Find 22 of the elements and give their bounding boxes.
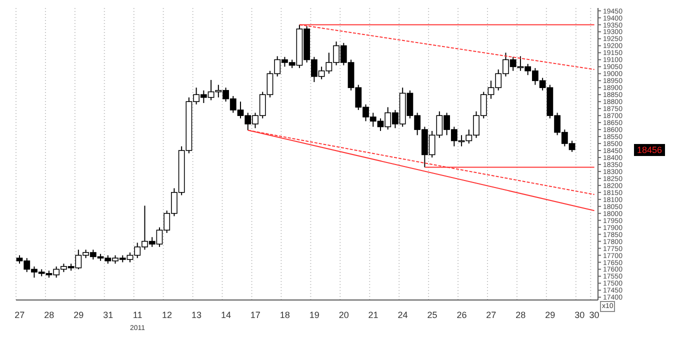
x-tick-label: 31 xyxy=(103,310,114,320)
x-tick-label: 27 xyxy=(486,310,496,320)
x-tick-label: 30 xyxy=(574,310,585,320)
x-tick-label: 24 xyxy=(398,310,408,320)
x-tick-label: 28 xyxy=(44,310,54,320)
x-tick-label: 28 xyxy=(516,310,526,320)
x-tick-label: 19 xyxy=(309,310,320,320)
x-tick-label: 25 xyxy=(427,310,438,320)
x-tick-label: 30 xyxy=(589,310,600,320)
x-tick-label: 17 xyxy=(250,310,260,320)
x-tick-label: 27 xyxy=(14,310,25,320)
x-tick-label: 29 xyxy=(74,310,84,320)
x-tick-label: 11 xyxy=(132,310,142,320)
x-tick-label: 12 xyxy=(162,310,172,320)
x-tick-label: 26 xyxy=(456,310,467,320)
text: 18456 xyxy=(634,144,666,156)
x-tick-label: 20 xyxy=(338,310,349,320)
x-tick-label: 13 xyxy=(191,310,202,320)
x-tick-label: 18 xyxy=(280,310,290,320)
x-tick-label: 14 xyxy=(220,310,231,320)
x-tick-label: 29 xyxy=(545,310,556,320)
x-tick-label: 21 xyxy=(368,310,378,320)
